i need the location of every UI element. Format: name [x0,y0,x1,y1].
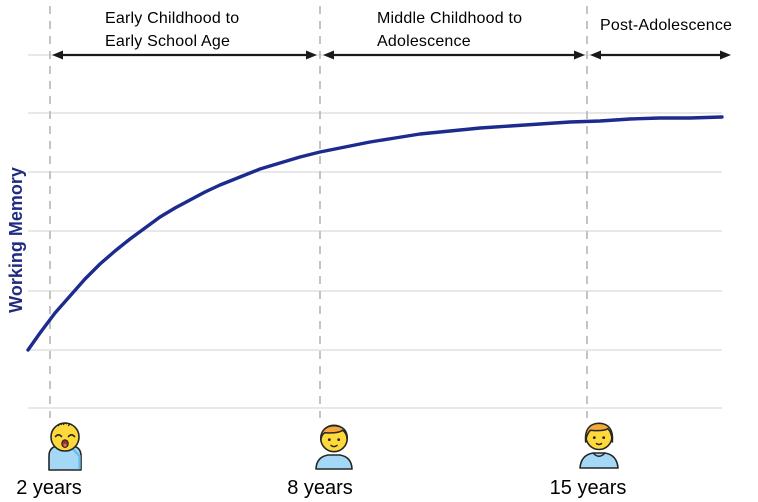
milestone-label-8-years: 8 years [287,477,353,499]
person-icon [579,422,619,469]
phase-label-line: Early School Age [105,33,231,50]
milestone-label-2-years: 2 years [16,477,82,499]
phase-label-line: Post-Adolescence [600,17,733,34]
phase-label-middle-childhood: Middle Childhood to Adolescence [377,7,522,53]
phase-label-early-childhood: Early Childhood to Early School Age [105,7,239,53]
milestone-label-15-years: 15 years [549,477,627,499]
child-icon [315,424,353,470]
y-axis-label: Working Memory [6,167,26,313]
gridlines [28,54,722,409]
phase-label-line: Middle Childhood to [377,10,523,27]
baby-icon [48,422,82,471]
phase-span-arrows [52,50,731,60]
phase-label-post-adolescence: Post-Adolescence [600,14,732,37]
phase-label-line: Adolescence [377,33,471,50]
phase-label-line: Early Childhood to [105,10,240,27]
age-guide-lines [49,6,588,418]
working-memory-curve [26,115,724,352]
